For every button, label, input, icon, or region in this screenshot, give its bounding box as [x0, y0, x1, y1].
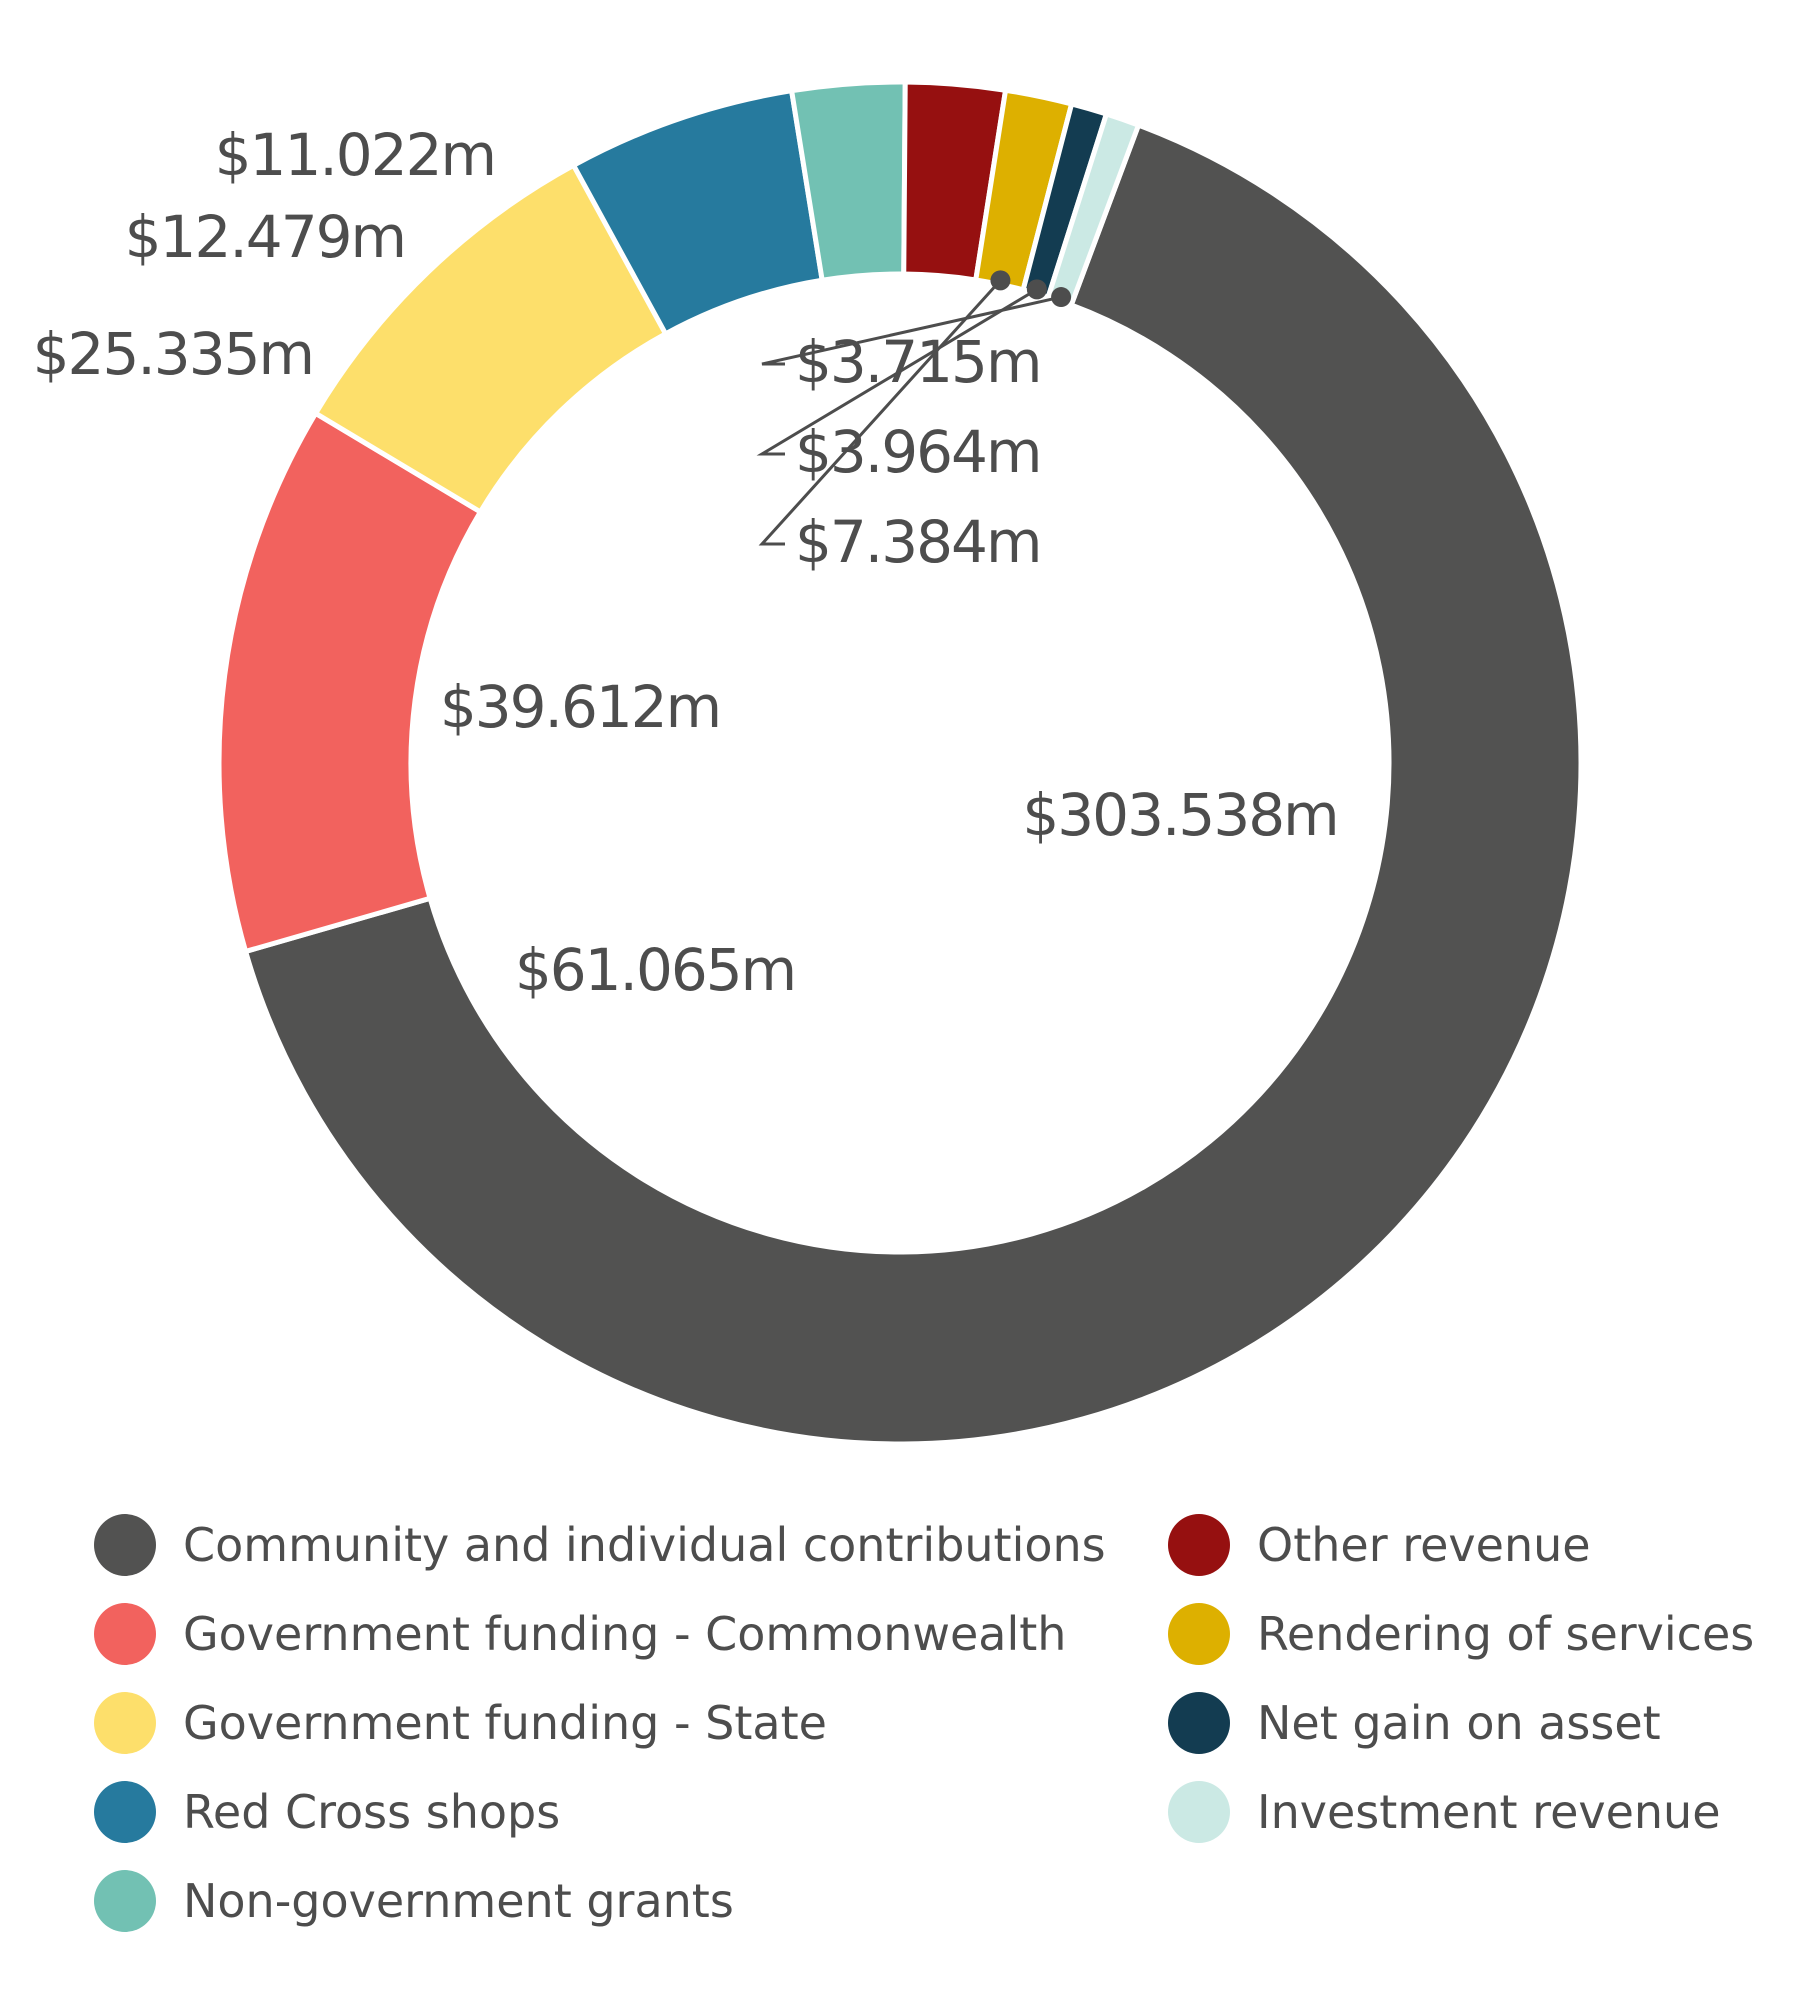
legend-swatch	[94, 1692, 156, 1754]
donut-slices	[216, 79, 1584, 1447]
legend-label: Non-government grants	[183, 1874, 734, 1928]
legend-item-rendering-of-services: Rendering of services	[1168, 1603, 1754, 1665]
legend-item-community-and-individual-contributions: Community and individual contributions	[94, 1514, 1106, 1576]
legend-label: Investment revenue	[1257, 1785, 1721, 1839]
data-label-non-government-grants: $12.479m	[125, 203, 405, 271]
legend-label: Government funding - State	[183, 1696, 827, 1750]
legend-label: Community and individual contributions	[183, 1518, 1106, 1572]
leader-lines	[756, 270, 1072, 546]
slice-investment-revenue	[1045, 111, 1141, 308]
data-label-red-cross-shops: $25.335m	[33, 320, 313, 388]
legend-item-red-cross-shops: Red Cross shops	[94, 1781, 560, 1843]
data-label-rendering-of-services: $7.384m	[795, 508, 1040, 576]
data-label-community-and-individual-contributions: $303.538m	[1022, 781, 1337, 849]
legend-label: Red Cross shops	[183, 1785, 560, 1839]
legend-item-net-gain-on-asset: Net gain on asset	[1168, 1692, 1661, 1754]
data-label-net-gain-on-asset: $3.964m	[795, 418, 1040, 486]
legend-swatch	[1168, 1781, 1230, 1843]
legend: Community and individual contributions Go…	[94, 1514, 1754, 1932]
legend-label: Rendering of services	[1257, 1607, 1754, 1661]
legend-label: Government funding - Commonwealth	[183, 1607, 1066, 1661]
legend-item-non-government-grants: Non-government grants	[94, 1870, 734, 1932]
legend-swatch	[94, 1514, 156, 1576]
data-labels: $303.538m $61.065m $39.612m $25.335m $12.479…	[33, 121, 1340, 1004]
legend-label: Net gain on asset	[1257, 1696, 1661, 1750]
legend-label: Other revenue	[1257, 1518, 1591, 1572]
slice-community-and-individual-contributions	[243, 122, 1584, 1447]
leader-dot-rendering-of-services	[990, 270, 1011, 291]
data-label-government-funding-state: $39.612m	[440, 673, 720, 741]
legend-swatch	[1168, 1514, 1230, 1576]
legend-swatch	[94, 1781, 156, 1843]
data-label-government-funding-commonwealth: $61.065m	[515, 936, 795, 1004]
legend-swatch	[1168, 1692, 1230, 1754]
legend-item-government-funding-commonwealth: Government funding - Commonwealth	[94, 1603, 1066, 1665]
leader-line-rendering-of-services	[758, 279, 1002, 546]
leader-line-net-gain-on-asset	[756, 288, 1038, 456]
data-label-other-revenue: $11.022m	[215, 121, 495, 189]
leader-dot-investment-revenue	[1051, 287, 1072, 308]
leader-dot-net-gain-on-asset	[1026, 279, 1047, 300]
legend-item-investment-revenue: Investment revenue	[1168, 1781, 1721, 1843]
leader-line-investment-revenue	[761, 295, 1062, 366]
legend-swatch	[1168, 1603, 1230, 1665]
legend-swatch	[94, 1870, 156, 1932]
legend-swatch	[94, 1603, 156, 1665]
legend-item-government-funding-state: Government funding - State	[94, 1692, 827, 1754]
legend-item-other-revenue: Other revenue	[1168, 1514, 1591, 1576]
data-label-investment-revenue: $3.715m	[795, 328, 1040, 396]
